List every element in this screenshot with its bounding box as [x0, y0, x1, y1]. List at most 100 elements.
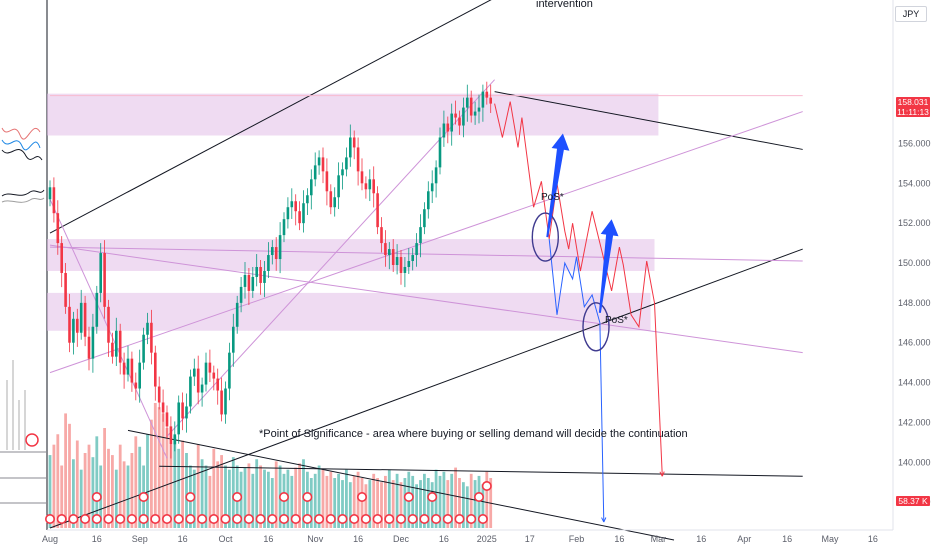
volume-bar: [153, 403, 157, 528]
event-marker: [431, 513, 442, 524]
volume-bar: [130, 453, 134, 528]
candle-body: [68, 306, 71, 343]
volume-bar: [387, 469, 391, 528]
volume-bar: [426, 478, 430, 528]
candle-body: [64, 272, 67, 307]
candle-body: [72, 318, 75, 343]
event-marker: [302, 491, 313, 502]
trendline-1: [494, 91, 803, 150]
volume-bar: [270, 478, 274, 528]
candle-body: [391, 249, 395, 265]
volume-bar: [83, 453, 87, 528]
candle-body: [310, 179, 313, 196]
candle-body: [407, 261, 411, 267]
event-marker: [267, 513, 278, 524]
event-marker: [403, 491, 414, 502]
event-marker: [477, 513, 488, 524]
volume-bar: [309, 478, 313, 528]
volume-bar: [75, 440, 79, 528]
event-marker: [185, 513, 196, 524]
candle-body: [481, 91, 485, 108]
candle-body: [232, 326, 235, 353]
price-tick-label: 142.000: [898, 417, 931, 427]
candle-body: [111, 342, 114, 357]
candle-body: [126, 358, 130, 375]
time-tick-label: 16: [696, 534, 706, 544]
candle-body: [360, 171, 364, 184]
trendline-7: [49, 246, 803, 262]
candle-body: [251, 276, 255, 291]
candle-body: [290, 201, 294, 208]
price-tick-label: 148.000: [898, 298, 931, 308]
projection-blue-arrowhead: [601, 517, 607, 523]
time-axis[interactable]: Aug 16 Sep 16 Oct 16 Nov 16 Dec 16 2025 17 Feb 16 Mar 1…: [42, 529, 893, 544]
volume-bar: [345, 469, 348, 528]
volume-bar: [196, 444, 200, 528]
pos-circle-1: [531, 212, 559, 262]
volume-bar: [415, 484, 418, 528]
candle-body: [263, 270, 266, 283]
volume-bar: [165, 428, 169, 528]
candle-body: [142, 334, 145, 363]
candle-body: [294, 201, 297, 212]
event-marker: [115, 513, 126, 524]
event-marker: [290, 513, 301, 524]
event-marker: [91, 513, 102, 524]
volume-bar: [228, 469, 231, 528]
candle-body: [173, 434, 177, 445]
candle-body: [446, 123, 450, 132]
price-axis[interactable]: 138.000140.000142.000144.000146.000148.0…: [892, 0, 931, 530]
candle-body: [48, 187, 52, 200]
volume-bar: [220, 455, 223, 528]
candle-body: [333, 197, 336, 208]
candle-body: [438, 137, 442, 168]
volume-bar: [68, 423, 71, 528]
volume-bar: [462, 482, 465, 528]
top-annotation: intervention: [536, 0, 593, 10]
time-tick-label: 16: [782, 534, 792, 544]
projection-red: [494, 101, 663, 477]
volume-bar: [341, 480, 344, 528]
volume-bar: [372, 473, 376, 528]
volume-bar: [91, 457, 95, 528]
candle-body: [91, 326, 95, 359]
candle-body: [259, 266, 262, 283]
candle-body: [419, 227, 422, 244]
event-marker: [473, 491, 484, 502]
projection-blue: [548, 239, 605, 523]
volume-tag: 58.37 K: [896, 496, 930, 506]
event-marker: [232, 513, 243, 524]
event-marker: [138, 513, 149, 524]
event-marker: [481, 480, 492, 491]
volume-bar: [161, 413, 165, 528]
time-tick-label: Nov: [307, 534, 324, 544]
time-tick-label: 16: [439, 534, 449, 544]
candle-body: [274, 247, 278, 260]
candle-body: [372, 179, 375, 194]
event-marker: [162, 513, 173, 524]
candle-body: [380, 227, 383, 244]
price-tick-label: 154.000: [898, 178, 931, 188]
volume-bar: [107, 448, 110, 528]
candle-body: [302, 203, 305, 224]
candle-body: [79, 302, 83, 333]
volume-bar: [446, 480, 450, 528]
event-marker: [427, 491, 438, 502]
volume-bar: [64, 413, 67, 528]
candle-body: [208, 362, 212, 373]
volume-bar: [395, 473, 399, 528]
volume-bar: [360, 478, 364, 528]
zones: [47, 93, 659, 331]
candle-body: [423, 209, 426, 228]
time-tick-label: 2025: [477, 534, 497, 544]
candle-body: [337, 175, 340, 198]
currency-label[interactable]: JPY: [895, 6, 927, 22]
candle-body: [83, 302, 87, 337]
candle-body: [313, 165, 317, 180]
volume-bar: [481, 484, 485, 528]
volume-bar: [103, 428, 106, 528]
event-marker: [384, 513, 395, 524]
trendline-5: [49, 111, 803, 374]
